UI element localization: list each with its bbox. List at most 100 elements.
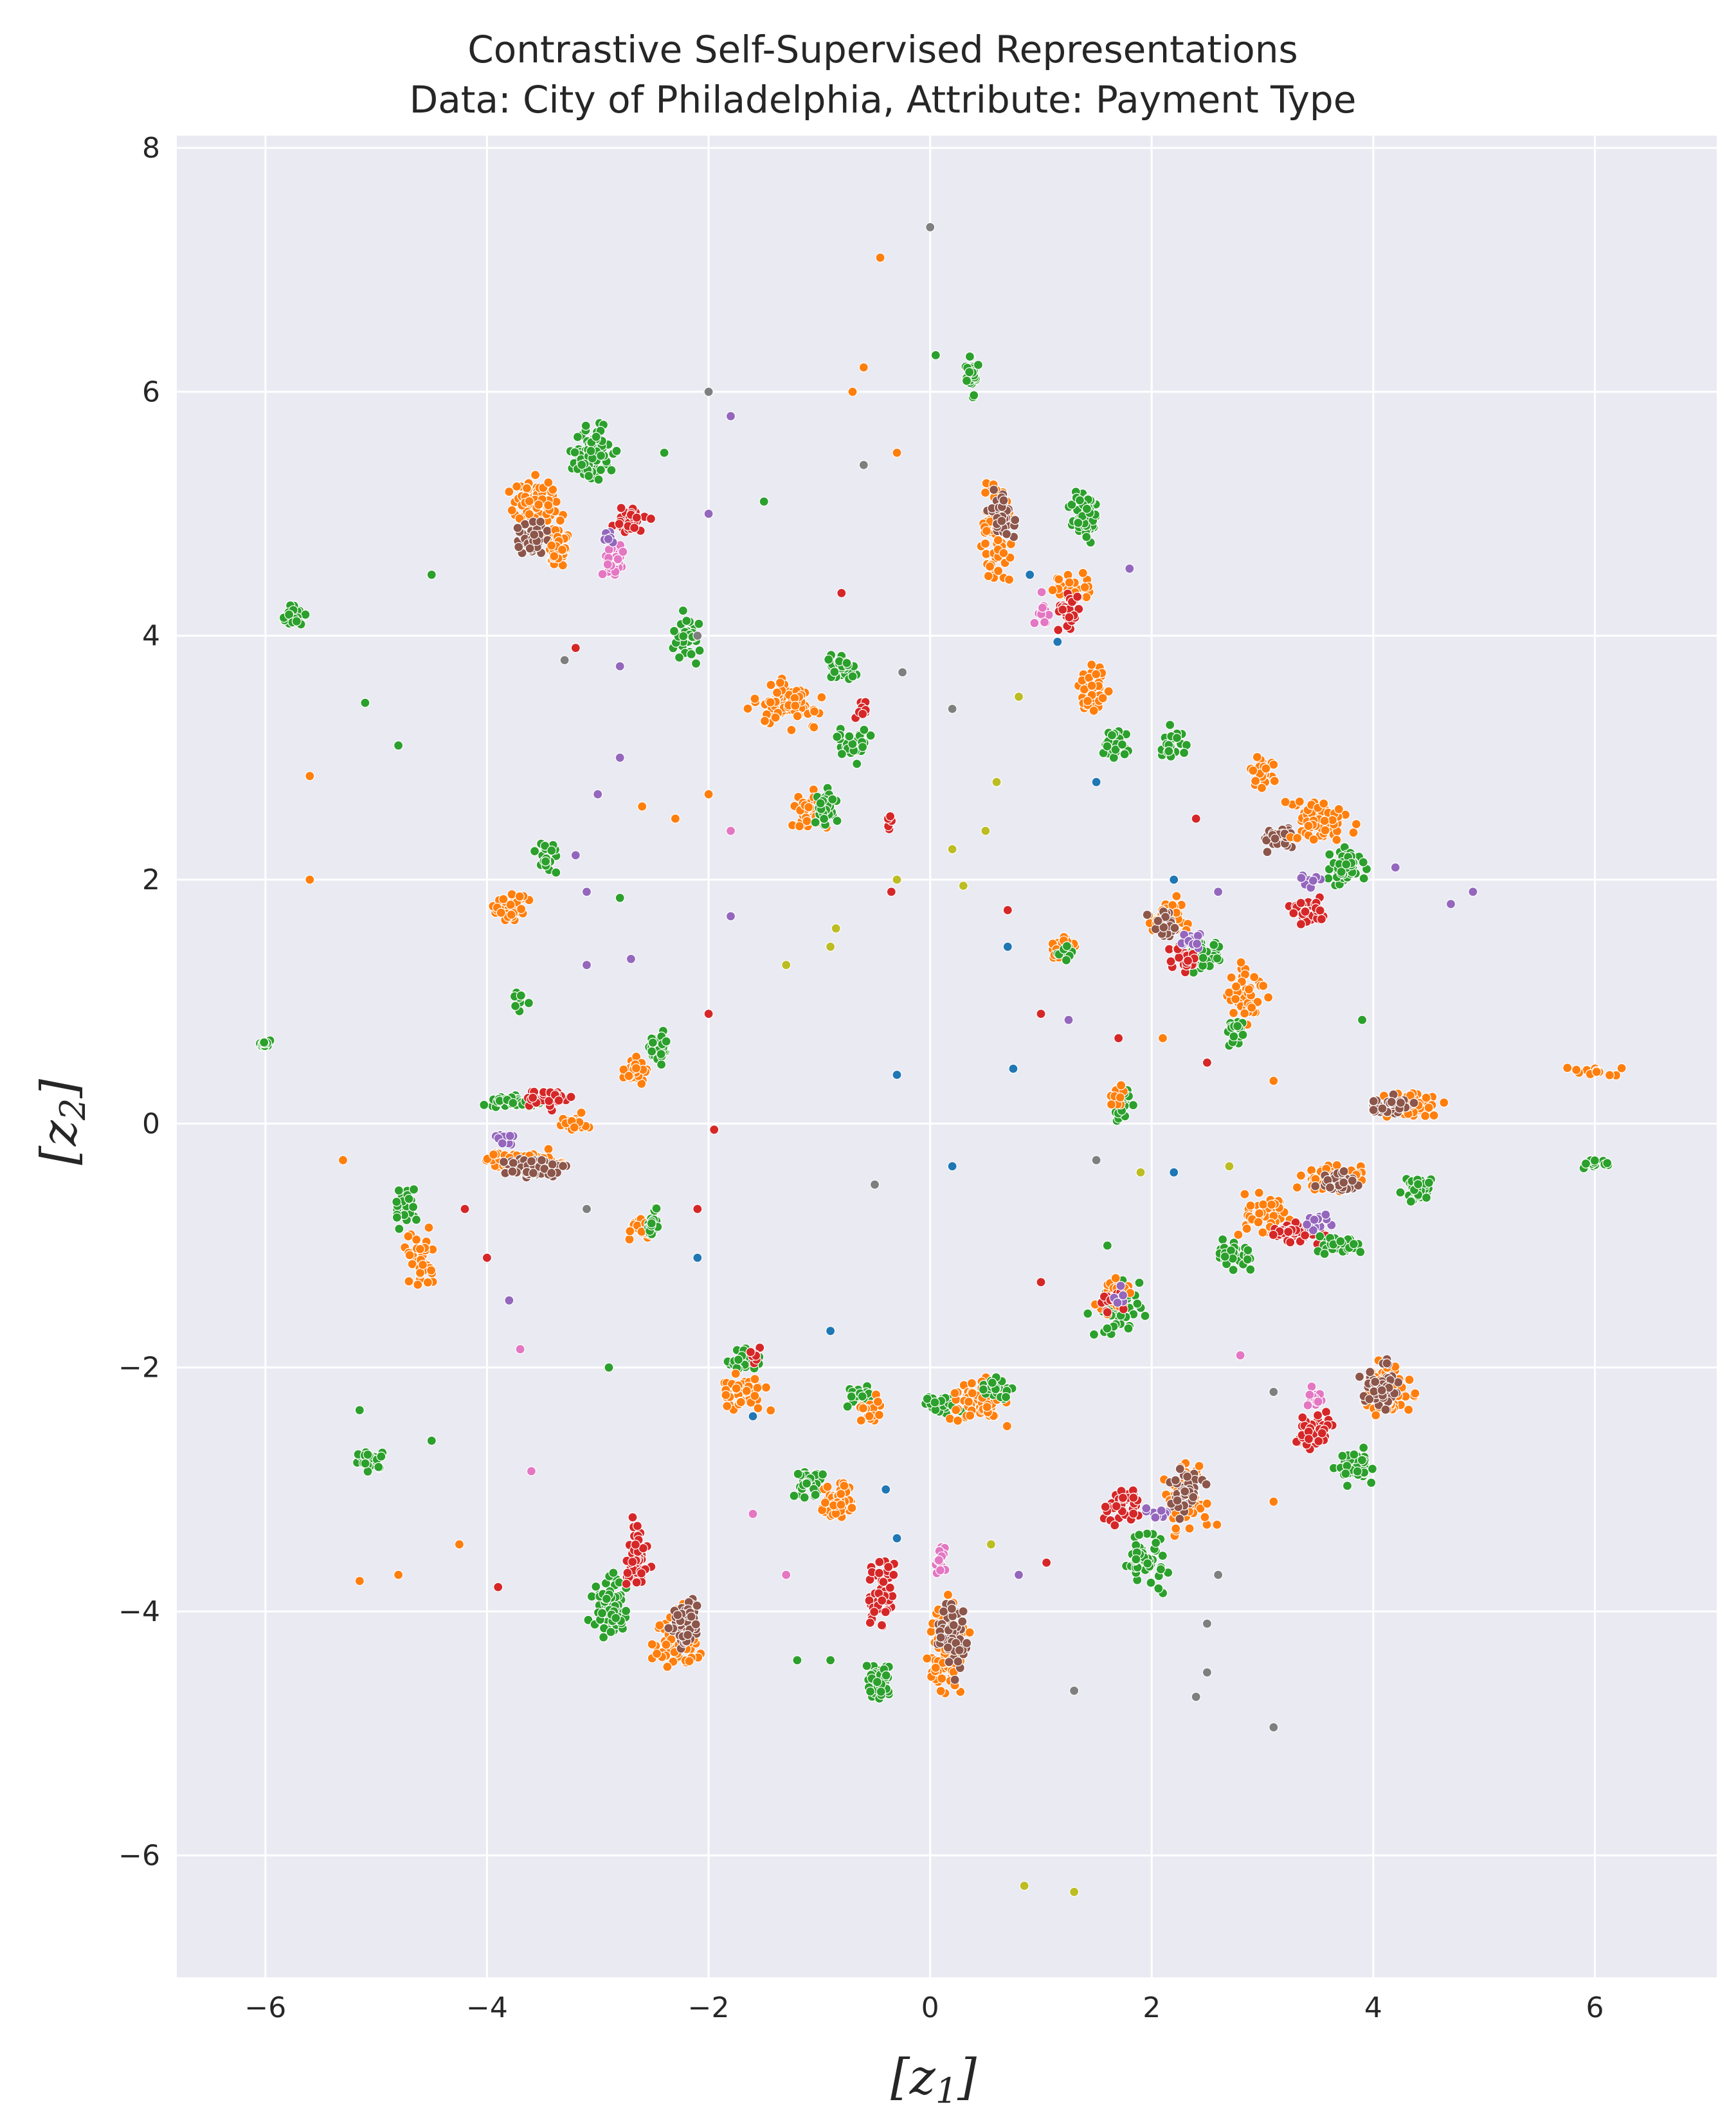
scatter-point	[393, 740, 404, 750]
scatter-point	[847, 1503, 857, 1513]
scatter-point	[557, 1161, 568, 1172]
scatter-point	[404, 1276, 414, 1287]
scatter-point	[570, 642, 581, 653]
scatter-point	[581, 1204, 592, 1214]
scatter-point	[858, 460, 869, 470]
scatter-point	[422, 1277, 433, 1288]
scatter-point	[557, 545, 568, 555]
scatter-point	[460, 1204, 470, 1214]
scatter-point	[1296, 919, 1307, 929]
scatter-point	[1191, 813, 1201, 824]
scatter-point	[748, 1411, 758, 1422]
scatter-point	[750, 693, 760, 704]
scatter-point	[621, 1579, 631, 1589]
scatter-point	[1166, 956, 1176, 966]
scatter-point	[597, 1608, 608, 1619]
scatter-point	[1365, 1367, 1375, 1377]
scatter-point	[1332, 835, 1342, 845]
scatter-point	[647, 1046, 657, 1056]
scatter-point	[1100, 1501, 1110, 1512]
scatter-point	[1082, 696, 1093, 706]
scatter-point	[818, 813, 829, 824]
scatter-point	[765, 697, 775, 707]
scatter-point	[741, 1386, 752, 1396]
scatter-point	[603, 534, 613, 544]
scatter-point	[1308, 834, 1319, 845]
scatter-point	[991, 777, 1002, 787]
scatter-point	[1153, 916, 1163, 926]
scatter-point	[602, 559, 613, 570]
scatter-point	[613, 554, 623, 565]
scatter-point	[637, 801, 647, 812]
scatter-point	[1202, 1619, 1213, 1629]
scatter-point	[1368, 1105, 1379, 1115]
scatter-point	[1117, 1492, 1128, 1503]
scatter-point	[1170, 1475, 1180, 1485]
scatter-point	[1201, 1479, 1211, 1489]
scatter-point	[615, 893, 625, 903]
scatter-point	[1165, 720, 1175, 730]
scatter-point	[1352, 1466, 1362, 1476]
scatter-point	[721, 1390, 731, 1401]
scatter-point	[479, 1100, 489, 1110]
scatter-point	[1347, 1175, 1357, 1186]
scatter-point	[1256, 783, 1267, 793]
scatter-point	[611, 1613, 621, 1623]
scatter-point	[1571, 1065, 1582, 1075]
scatter-point	[1123, 1323, 1134, 1334]
scatter-point	[1307, 1381, 1317, 1392]
scatter-point	[801, 1478, 812, 1489]
scatter-point	[950, 1674, 960, 1685]
scatter-point	[1001, 529, 1012, 540]
scatter-point	[1285, 1237, 1296, 1247]
scatter-point	[880, 1607, 891, 1617]
scatter-point	[950, 1388, 960, 1399]
scatter-point	[1258, 1199, 1269, 1210]
scatter-point	[857, 742, 868, 752]
scatter-point	[957, 1617, 968, 1627]
scatter-point	[616, 503, 626, 513]
scatter-point	[952, 1415, 963, 1426]
scatter-point	[766, 680, 776, 690]
scatter-point	[1229, 1031, 1239, 1042]
scatter-point	[586, 446, 596, 456]
scatter-point	[1445, 899, 1456, 909]
scatter-point	[1078, 568, 1088, 578]
scatter-point	[1074, 495, 1085, 505]
scatter-point	[1283, 1226, 1294, 1237]
scatter-point	[1468, 887, 1478, 897]
scatter-point	[1053, 637, 1063, 647]
scatter-point	[508, 1098, 518, 1108]
scatter-point	[506, 909, 516, 920]
scatter-point	[1141, 1503, 1152, 1514]
scatter-point	[1602, 1158, 1613, 1168]
scatter-point	[694, 619, 704, 629]
scatter-point	[1258, 981, 1269, 991]
x-tick-label: 6	[1586, 1991, 1604, 2024]
scatter-point	[424, 1222, 434, 1233]
scatter-point	[864, 1411, 874, 1421]
scatter-point	[611, 446, 622, 456]
scatter-point	[426, 1435, 437, 1446]
scatter-point	[1087, 660, 1097, 670]
x-tick-label: 4	[1364, 1991, 1382, 2024]
scatter-point	[1157, 1550, 1168, 1561]
scatter-point	[581, 421, 591, 431]
scatter-point	[291, 616, 302, 626]
scatter-point	[825, 1655, 836, 1665]
scatter-point	[792, 1655, 802, 1665]
scatter-point	[1355, 1247, 1366, 1257]
x-tick-label: −4	[466, 1991, 508, 2024]
scatter-point	[1382, 1358, 1392, 1368]
scatter-point	[986, 1539, 997, 1550]
scatter-point	[943, 1642, 953, 1653]
scatter-point	[961, 376, 972, 386]
scatter-point	[1368, 1096, 1379, 1107]
scatter-point	[1334, 804, 1344, 815]
scatter-point	[1125, 563, 1135, 574]
scatter-point	[1303, 821, 1314, 831]
scatter-point	[670, 813, 681, 824]
scatter-point	[815, 798, 826, 808]
scatter-point	[1580, 1158, 1591, 1169]
chart-title: Contrastive Self-Supervised Representati…	[467, 28, 1297, 71]
